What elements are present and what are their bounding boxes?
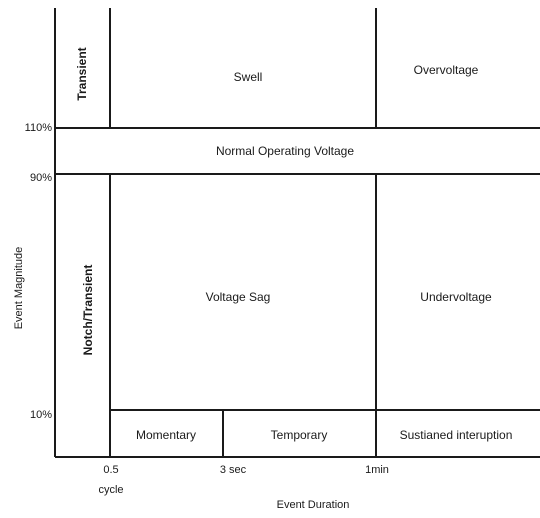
grid-lines <box>54 8 540 458</box>
sustained-interruption-label: Sustianed interuption <box>400 428 513 442</box>
x-axis-label: Event Duration <box>277 499 350 511</box>
x-tick-one-minute: 1min <box>365 464 389 476</box>
y-tick-10: 10% <box>30 409 52 421</box>
y-tick-90: 90% <box>30 172 52 184</box>
momentary-label: Momentary <box>136 428 196 442</box>
temporary-label: Temporary <box>271 428 328 442</box>
x-tick-three-sec: 3 sec <box>220 464 247 476</box>
x-tick-cycle: cycle <box>98 484 123 496</box>
transient-label: Transient <box>75 47 89 100</box>
overvoltage-label: Overvoltage <box>414 63 479 77</box>
undervoltage-label: Undervoltage <box>420 290 492 304</box>
normal-operating-voltage-label: Normal Operating Voltage <box>216 144 354 158</box>
y-tick-110: 110% <box>25 122 53 134</box>
notch-transient-label: Notch/Transient <box>81 265 95 356</box>
y-axis-label: Event Magnitude <box>13 247 25 330</box>
voltage-sag-label: Voltage Sag <box>206 290 271 304</box>
swell-label: Swell <box>234 70 263 84</box>
x-tick-half-cycle: 0.5 <box>103 464 118 476</box>
